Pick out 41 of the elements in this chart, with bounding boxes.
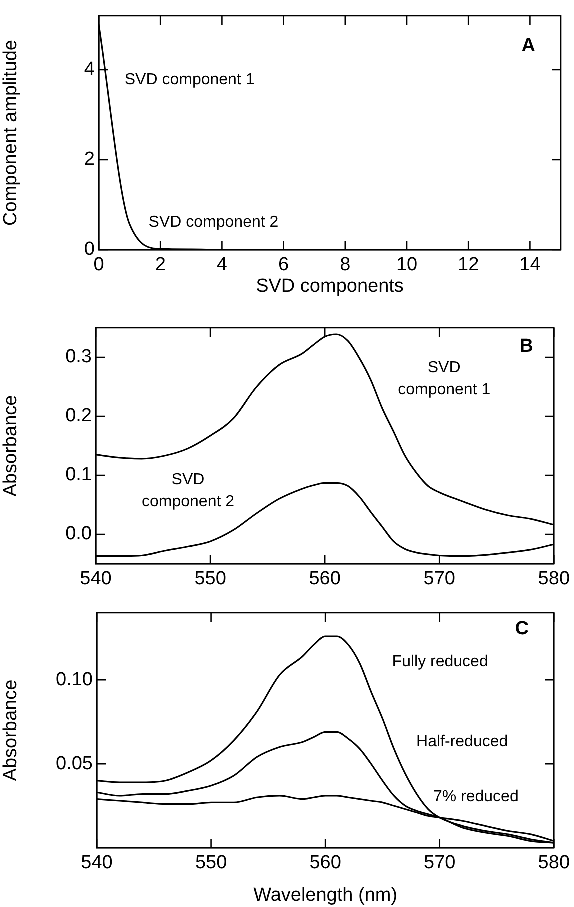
x-tick-label: 540 <box>80 568 112 590</box>
x-tick-label: 12 <box>458 254 480 276</box>
annotation: SVD component 2 <box>142 472 235 511</box>
y-tick-label: 4 <box>84 59 96 80</box>
x-tick-label: 540 <box>81 852 113 874</box>
x-tick-label: 580 <box>538 568 570 590</box>
annotation: A <box>522 36 536 57</box>
annotation: C <box>515 618 530 640</box>
annotation: Fully reduced <box>392 653 488 670</box>
x-tick-label: 6 <box>278 254 290 276</box>
y-tick-label: 2 <box>84 149 95 170</box>
y-tick-label: 0.0 <box>66 524 92 545</box>
x-tick-label: 550 <box>195 852 228 874</box>
annotation: B <box>520 336 534 358</box>
x-tick-label: 2 <box>155 254 166 276</box>
annotation: SVD component 1 <box>124 72 255 89</box>
y-axis-title: Component amplitude <box>0 40 22 226</box>
x-tick-label: 8 <box>340 254 351 276</box>
y-tick-label: 0.10 <box>56 669 93 690</box>
x-tick-label: 550 <box>194 568 226 590</box>
x-tick-label: 570 <box>424 852 456 874</box>
annotation: 7% reduced <box>433 788 519 806</box>
y-tick-label: 0.05 <box>56 753 93 774</box>
y-axis-title: Absorbance <box>0 680 22 782</box>
x-tick-label: 4 <box>216 254 228 276</box>
x-tick-label: 560 <box>309 568 341 590</box>
y-tick-label: 0.1 <box>66 464 92 486</box>
x-tick-label: 14 <box>520 254 542 276</box>
x-tick-label: 580 <box>538 852 570 874</box>
x-axis-title: Wavelength (nm) <box>254 884 398 906</box>
x-tick-label: 560 <box>310 852 342 874</box>
y-tick-label: 0.2 <box>66 406 92 427</box>
annotation: SVD component 1 <box>398 360 491 399</box>
x-tick-label: 10 <box>396 254 418 276</box>
x-axis-title: SVD components <box>256 276 404 297</box>
y-tick-label: 0.3 <box>66 346 92 368</box>
annotation: SVD component 2 <box>148 214 279 231</box>
annotation: Half-reduced <box>416 733 508 750</box>
x-tick-label: 570 <box>424 568 456 590</box>
y-tick-label: 0 <box>84 239 95 260</box>
y-axis-title: Absorbance <box>0 395 22 497</box>
